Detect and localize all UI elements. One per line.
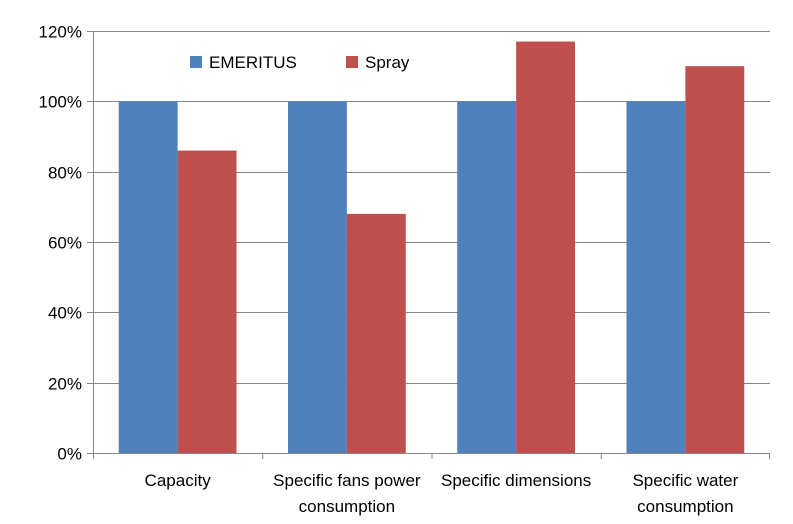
bar-emeritus <box>457 101 517 453</box>
x-category-label-line: Capacity <box>145 471 212 490</box>
y-tick-label: 0% <box>57 445 82 464</box>
axes <box>87 31 770 459</box>
y-tick-label: 60% <box>48 234 82 253</box>
y-axis-tick-labels: 0% 20% 40% 60% 80% 100% 120% <box>39 23 82 464</box>
x-category-label-line: consumption <box>637 497 733 516</box>
legend-entry-label: Spray <box>365 53 410 72</box>
bars <box>118 41 745 454</box>
bar-emeritus <box>118 101 178 453</box>
x-category-label-line: Specific fans power <box>273 471 421 490</box>
x-category-label: Specific fans power consumption <box>273 471 421 516</box>
bar-spray <box>177 150 237 454</box>
bar-spray <box>685 66 745 454</box>
y-tick-label: 120% <box>39 23 82 42</box>
bar-emeritus <box>626 101 686 453</box>
x-category-label-line: consumption <box>299 497 395 516</box>
y-tick-label: 40% <box>48 304 82 323</box>
legend-swatch <box>346 56 358 68</box>
x-axis-category-labels: Capacity Specific fans power consumptionSp… <box>145 471 739 516</box>
y-tick-label: 20% <box>48 375 82 394</box>
bar-spray <box>346 213 406 453</box>
legend: EMERITUS Spray <box>190 53 410 72</box>
legend-swatch <box>190 56 202 68</box>
legend-entry-label: EMERITUS <box>209 53 297 72</box>
x-category-label: Capacity <box>145 471 212 490</box>
y-tick-label: 80% <box>48 164 82 183</box>
y-tick-label: 100% <box>39 93 82 112</box>
bar-spray <box>516 41 576 454</box>
x-category-label: Specific water consumption <box>632 471 738 516</box>
x-category-label-line: Specific water <box>632 471 738 490</box>
x-category-label-line: Specific dimensions <box>441 471 591 490</box>
bar-emeritus <box>287 101 347 453</box>
x-category-label: Specific dimensions <box>441 471 591 490</box>
